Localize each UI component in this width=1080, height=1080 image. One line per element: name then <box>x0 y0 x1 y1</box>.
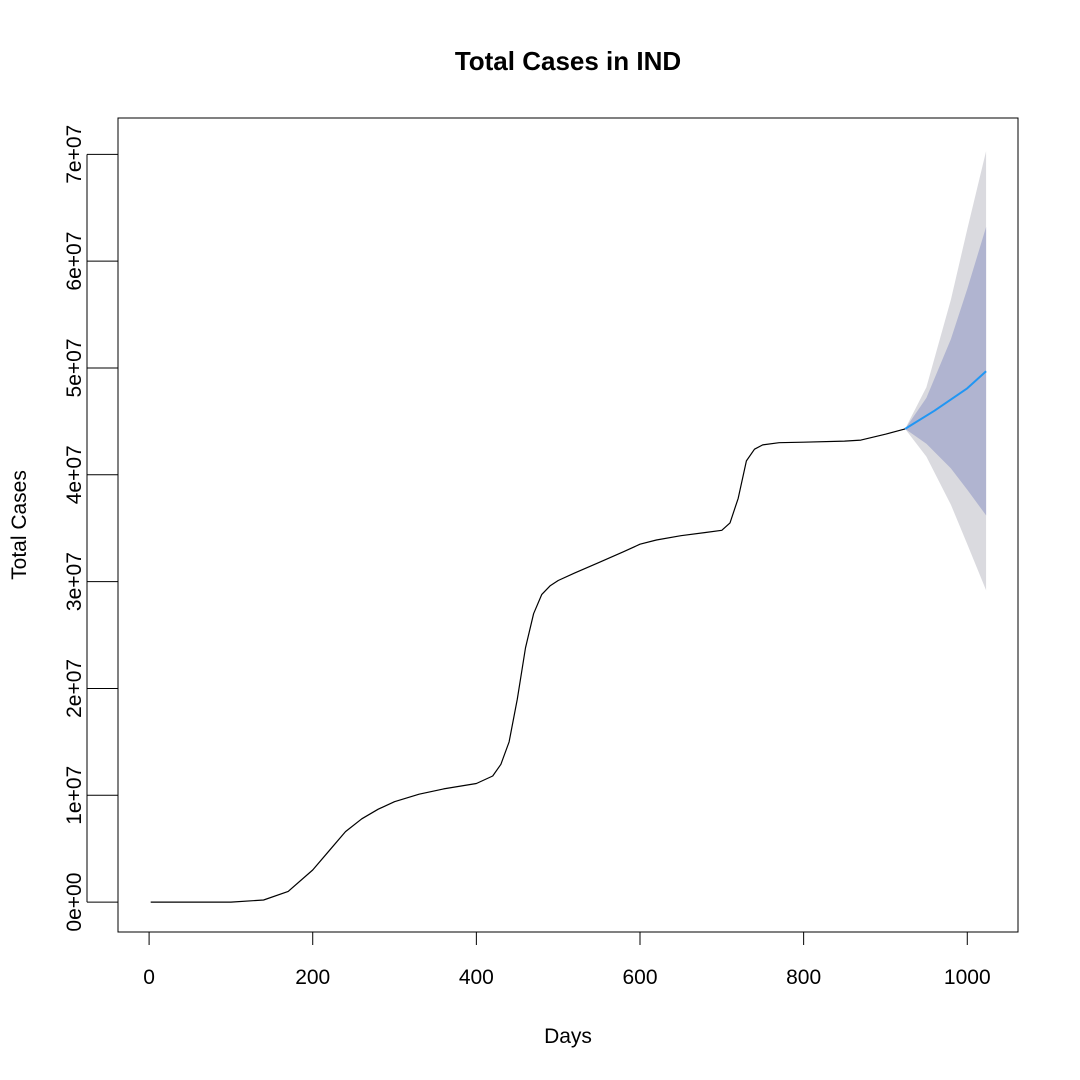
x-tick-label: 1000 <box>944 966 991 989</box>
x-axis: 0 200 400 600 800 1000 <box>143 931 991 989</box>
observed-line <box>150 428 906 903</box>
chart-title: Total Cases in IND <box>455 46 681 76</box>
y-tick-label: 5e+07 <box>63 339 86 398</box>
y-tick-label: 3e+07 <box>63 552 86 611</box>
series-lines <box>150 370 987 903</box>
plot-frame <box>117 117 1019 933</box>
y-tick-label: 6e+07 <box>63 232 86 291</box>
y-tick-label: 4e+07 <box>63 445 86 504</box>
x-axis-label: Days <box>544 1025 592 1048</box>
y-tick-label: 7e+07 <box>63 125 86 184</box>
y-tick-label: 2e+07 <box>63 659 86 718</box>
interval-band-80 <box>905 227 987 516</box>
forecast-intervals <box>905 151 987 591</box>
y-tick-label: 1e+07 <box>63 766 86 825</box>
x-tick-label: 0 <box>143 966 155 989</box>
forecast-line <box>904 370 987 430</box>
x-tick-label: 800 <box>786 966 821 989</box>
y-axis: 0e+00 1e+07 2e+07 3e+07 4e+07 5e+07 6e+07 7e+07 <box>63 125 118 932</box>
x-tick-label: 400 <box>459 966 494 989</box>
y-tick-label: 0e+00 <box>63 873 86 932</box>
x-tick-label: 600 <box>622 966 657 989</box>
y-axis-label: Total Cases <box>8 470 31 580</box>
x-tick-label: 200 <box>295 966 330 989</box>
